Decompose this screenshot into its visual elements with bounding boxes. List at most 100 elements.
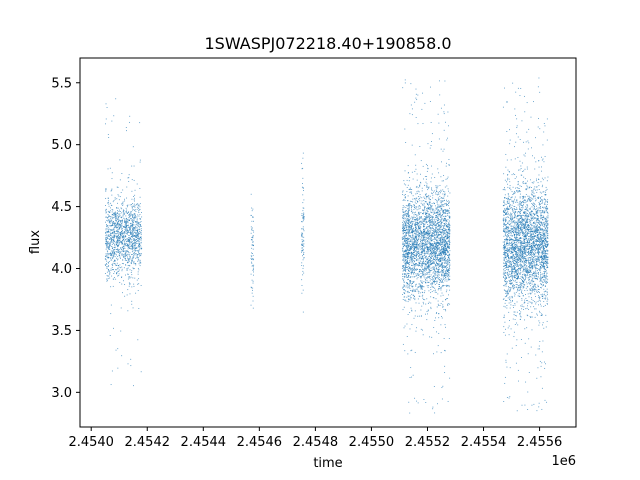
data-point — [439, 242, 441, 244]
data-point — [114, 224, 116, 225]
data-point — [402, 227, 404, 229]
data-point — [132, 229, 134, 231]
data-point — [446, 210, 448, 212]
data-point — [447, 137, 448, 139]
data-point — [132, 146, 134, 148]
data-point — [124, 229, 126, 230]
data-point — [126, 224, 128, 226]
data-point — [403, 258, 405, 260]
data-point — [509, 239, 511, 241]
data-point — [129, 269, 131, 271]
data-point — [123, 209, 124, 211]
data-point — [406, 246, 408, 248]
data-point — [434, 224, 435, 226]
data-point — [140, 232, 142, 234]
data-point — [439, 213, 441, 215]
data-point — [106, 247, 108, 249]
data-point — [131, 254, 133, 256]
data-point — [445, 249, 447, 250]
data-point — [114, 248, 116, 250]
data-point — [138, 210, 139, 212]
data-point — [433, 249, 435, 251]
data-point — [427, 247, 429, 248]
data-point — [132, 234, 134, 236]
data-point — [111, 266, 113, 268]
data-point — [402, 220, 404, 222]
data-point — [409, 244, 411, 245]
data-point — [427, 205, 429, 207]
data-point — [138, 209, 140, 211]
data-point — [404, 273, 406, 275]
data-point — [424, 102, 426, 104]
data-point — [113, 249, 115, 250]
data-point — [422, 92, 424, 94]
data-point — [418, 232, 420, 234]
data-point — [426, 244, 428, 245]
data-point — [406, 229, 408, 231]
data-point — [411, 289, 413, 291]
data-point — [413, 237, 415, 239]
data-point — [435, 208, 437, 210]
data-point — [438, 230, 440, 231]
data-point — [109, 257, 111, 259]
data-point — [429, 265, 431, 267]
data-point — [434, 277, 436, 279]
data-point — [422, 242, 424, 244]
data-point — [127, 222, 129, 224]
data-point — [530, 266, 532, 268]
data-point — [416, 258, 418, 260]
data-point — [414, 217, 416, 219]
data-point — [118, 213, 120, 215]
data-point — [431, 234, 433, 236]
data-point — [449, 207, 450, 209]
data-point — [414, 250, 416, 252]
data-point — [402, 309, 404, 311]
data-point — [302, 250, 304, 252]
data-point — [253, 269, 254, 271]
data-point — [437, 194, 438, 196]
data-point — [129, 236, 131, 238]
data-point — [117, 256, 119, 258]
data-point — [106, 243, 108, 245]
data-point — [436, 242, 438, 244]
data-point — [423, 281, 425, 283]
data-point — [116, 212, 118, 214]
data-point — [138, 207, 140, 209]
data-point — [114, 226, 116, 228]
data-point — [441, 287, 442, 289]
data-point — [127, 274, 129, 275]
data-point — [415, 211, 417, 213]
data-point — [428, 234, 430, 236]
data-point — [117, 216, 119, 218]
data-point — [405, 232, 407, 234]
data-point — [416, 273, 418, 275]
data-point — [408, 231, 410, 233]
data-point — [530, 234, 532, 236]
data-point — [413, 216, 415, 218]
data-point — [406, 285, 408, 287]
data-point — [405, 250, 407, 252]
data-point — [443, 239, 445, 241]
data-point — [405, 267, 407, 268]
data-point — [439, 286, 440, 287]
data-point — [440, 295, 442, 297]
data-point — [442, 257, 444, 259]
data-point — [135, 226, 136, 228]
data-point — [433, 261, 435, 263]
data-point — [433, 276, 435, 277]
data-point — [409, 113, 411, 115]
data-point — [301, 228, 303, 230]
data-point — [418, 258, 420, 260]
data-point — [430, 244, 432, 245]
data-point — [106, 278, 108, 280]
data-point — [448, 286, 450, 288]
data-point — [418, 271, 420, 273]
data-point — [434, 253, 436, 255]
data-point — [419, 247, 421, 249]
data-point — [443, 253, 445, 255]
data-point — [139, 208, 141, 210]
data-point — [433, 218, 435, 220]
data-point — [415, 256, 417, 258]
data-point — [106, 263, 108, 265]
data-point — [252, 244, 254, 246]
